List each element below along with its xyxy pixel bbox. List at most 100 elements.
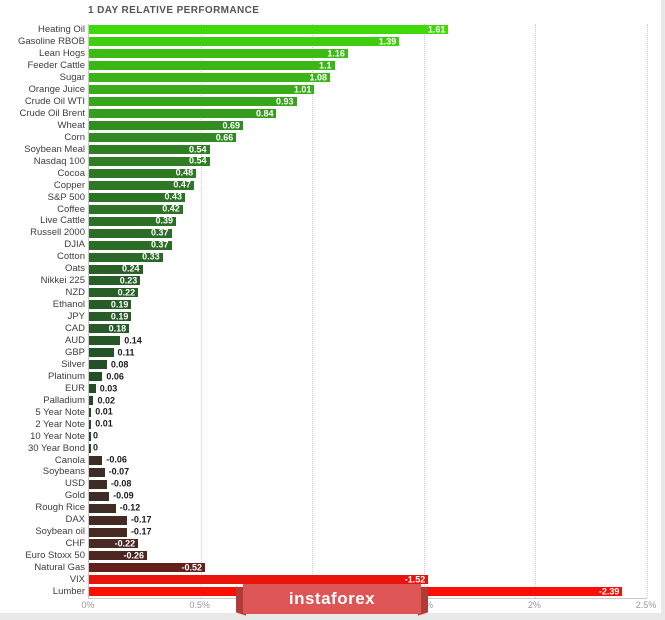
bar: 0.84 <box>89 108 277 119</box>
bar-track: 0.22 <box>89 288 647 298</box>
bar-row: 30 Year Bond 0 <box>1 442 647 454</box>
bar-rows: Heating Oil 1.61 Gasoline RBOB 1.39 Lean Hog… <box>1 24 647 598</box>
bar-track: 0.42 <box>89 204 647 214</box>
bar-track: -0.06 <box>89 454 647 465</box>
value-label: 0.39 <box>155 215 174 226</box>
category-label: Silver <box>61 358 85 370</box>
bar-row: Corn 0.66 <box>1 132 647 144</box>
bar: 0.39 <box>89 215 177 226</box>
category-label: JPY <box>67 311 85 323</box>
value-label: 0.48 <box>175 167 194 178</box>
bar <box>89 348 114 358</box>
category-label: NZD <box>65 287 85 299</box>
category-label: Feeder Cattle <box>27 60 85 72</box>
bar-track: 0 <box>89 431 647 441</box>
category-label: USD <box>64 478 85 490</box>
bar-track: 1.01 <box>89 85 647 95</box>
bar-row: DAX -0.17 <box>1 514 647 526</box>
bar <box>89 372 103 382</box>
bar: -1.52 <box>89 575 429 585</box>
value-label: 0.54 <box>188 155 207 166</box>
bar <box>89 467 105 477</box>
bar <box>89 455 103 465</box>
value-label: 1.1 <box>319 60 332 71</box>
bar-row: Canola -0.06 <box>1 454 647 466</box>
bar-track: -0.17 <box>89 514 647 525</box>
value-label: 0.54 <box>188 144 207 154</box>
bar-track: 0.33 <box>89 252 647 262</box>
x-tick-label: 2.5% <box>635 600 657 610</box>
bar: -0.52 <box>89 562 206 573</box>
category-label: Live Cattle <box>40 215 85 227</box>
bar-track: 0.06 <box>89 371 647 382</box>
bar-track: -0.52 <box>89 562 647 573</box>
bar: 0.24 <box>89 263 143 274</box>
value-label: 1.61 <box>427 24 446 35</box>
bar-row: Soybeans -0.07 <box>1 466 647 478</box>
bar: 0.69 <box>89 120 243 131</box>
bar-row: Soybean Meal 0.54 <box>1 144 647 156</box>
bar: 0.54 <box>89 145 210 154</box>
bar-row: Feeder Cattle 1.1 <box>1 60 647 72</box>
value-label: -0.17 <box>130 526 152 537</box>
bar-row: Oats 0.24 <box>1 263 647 275</box>
bar-row: 2 Year Note 0.01 <box>1 418 647 430</box>
value-label: 0.69 <box>222 120 240 131</box>
bar-track: -0.22 <box>89 539 647 549</box>
bar-track: 0.47 <box>89 180 647 190</box>
bar-track: 0.48 <box>89 167 647 178</box>
category-label: Euro Stoxx 50 <box>25 550 85 562</box>
category-label: GBP <box>64 346 85 358</box>
bar: 1.39 <box>89 37 400 47</box>
gridline <box>647 24 648 598</box>
bar: 0.66 <box>89 133 237 143</box>
bar-row: Russell 2000 0.37 <box>1 227 647 239</box>
bar-row: CAD 0.18 <box>1 323 647 335</box>
bar-row: Copper 0.47 <box>1 179 647 191</box>
category-label: Soybean Meal <box>24 143 85 155</box>
value-label: -0.17 <box>130 514 152 525</box>
bar: 1.61 <box>89 24 449 35</box>
value-label: -0.12 <box>119 502 141 513</box>
bar-track: 0.54 <box>89 155 647 166</box>
value-label: -0.06 <box>106 454 127 465</box>
bar-track: 0.66 <box>89 133 647 143</box>
value-label: 0.84 <box>255 108 274 119</box>
bar: 1.08 <box>89 73 331 83</box>
bar-track: 0.54 <box>89 145 647 154</box>
category-label: Orange Juice <box>28 83 85 95</box>
bar-track: 0.93 <box>89 97 647 107</box>
bar-track: -0.07 <box>89 467 647 477</box>
bar: 0.23 <box>89 276 141 286</box>
bar <box>89 515 127 525</box>
bar <box>89 527 127 537</box>
value-label: 0.37 <box>151 239 169 250</box>
bar-track: 0.19 <box>89 312 647 322</box>
value-label: 0.02 <box>97 395 115 406</box>
bar-row: Lean Hogs 1.16 <box>1 48 647 60</box>
category-label: Soybean oil <box>35 526 85 538</box>
category-label: Gasoline RBOB <box>17 36 85 48</box>
category-label: Russell 2000 <box>30 227 85 239</box>
value-label: 0.11 <box>117 347 135 358</box>
bar: -0.26 <box>89 551 148 561</box>
category-label: Heating Oil <box>38 24 85 36</box>
bar <box>89 503 116 513</box>
bar-row: S&P 500 0.43 <box>1 191 647 203</box>
bar: 0.47 <box>89 180 194 190</box>
value-label: -0.52 <box>181 562 203 573</box>
bar-track: 0.84 <box>89 108 647 119</box>
bar-row: Silver 0.08 <box>1 359 647 371</box>
bar-track: 0.18 <box>89 324 647 334</box>
bar-track: -0.12 <box>89 502 647 513</box>
value-label: 0.24 <box>122 263 140 274</box>
bar-row: CHF -0.22 <box>1 538 647 550</box>
bar: 0.93 <box>89 97 297 107</box>
bar-track: 1.08 <box>89 73 647 83</box>
bar-track: 0.23 <box>89 276 647 286</box>
value-label: 0.06 <box>106 371 124 382</box>
category-label: Wheat <box>57 119 85 131</box>
category-label: CAD <box>64 323 85 335</box>
bar <box>89 419 92 429</box>
